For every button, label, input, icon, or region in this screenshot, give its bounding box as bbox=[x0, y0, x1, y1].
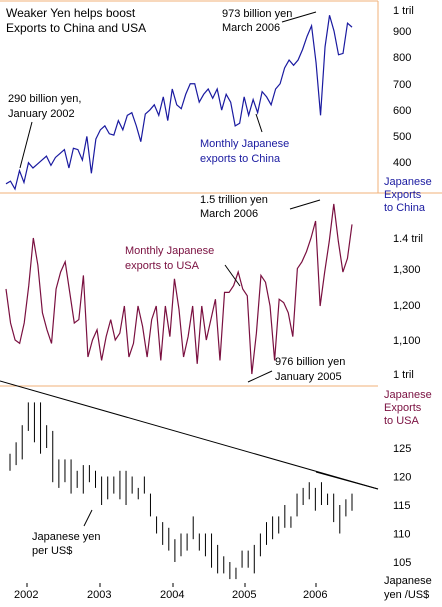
usa-y-tick: 1,300 bbox=[393, 264, 421, 276]
annotation-15-line1: 1.5 trillion yen bbox=[200, 194, 268, 206]
chart-title-line2: Exports to China and USA bbox=[6, 21, 146, 35]
annotation-usa-line2: exports to USA bbox=[125, 260, 200, 272]
annotation-usa-line1: Monthly Japanese bbox=[125, 245, 214, 257]
x-tick-label: 2006 bbox=[303, 589, 327, 601]
yen-y-tick: 120 bbox=[393, 472, 411, 484]
annotation-yen-line1: Japanese yen bbox=[32, 531, 101, 543]
china-y-tick: 900 bbox=[393, 26, 411, 38]
usa-y-tick: 1,100 bbox=[393, 335, 421, 347]
x-tick-label: 2005 bbox=[232, 589, 256, 601]
x-tick-label: 2003 bbox=[87, 589, 111, 601]
usa-y-ticks: 1.4 tril 1,300 1,200 1,100 1 tril bbox=[393, 233, 423, 381]
annotation-290-line1: 290 billion yen, bbox=[8, 93, 81, 105]
annotation-15-pointer bbox=[289, 199, 321, 210]
usa-series bbox=[5, 203, 353, 375]
yen-axis-label-2: yen /US$ bbox=[384, 589, 429, 601]
chart-title-line1: Weaker Yen helps boost bbox=[6, 6, 136, 20]
annotation-976-line2: January 2005 bbox=[275, 371, 342, 383]
annotation-976-pointer bbox=[247, 370, 273, 383]
china-axis-label-1: Japanese bbox=[384, 176, 432, 188]
yen-y-tick: 115 bbox=[393, 500, 411, 512]
china-series bbox=[5, 15, 353, 191]
china-y-tick: 800 bbox=[393, 52, 411, 64]
yen-y-tick: 110 bbox=[393, 529, 411, 541]
usa-exports-line bbox=[5, 203, 353, 375]
china-y-ticks: 1 tril 900 800 700 600 500 400 bbox=[393, 5, 414, 169]
yen-y-tick: 125 bbox=[393, 443, 411, 455]
annotation-china-pointer bbox=[255, 113, 263, 133]
china-exports-line bbox=[5, 15, 353, 191]
usa-y-tick: 1.4 tril bbox=[393, 233, 423, 245]
china-axis-label-2: Exports bbox=[384, 189, 422, 201]
x-tick-label: 2004 bbox=[160, 589, 184, 601]
annotation-973-line1: 973 billion yen bbox=[222, 8, 292, 20]
annotation-290-pointer bbox=[19, 121, 33, 169]
usa-y-tick: 1 tril bbox=[393, 369, 414, 381]
china-y-tick: 400 bbox=[393, 157, 411, 169]
yen-y-ticks: 125 120 115 110 105 bbox=[393, 443, 411, 569]
annotation-973-pointer bbox=[281, 11, 317, 23]
china-y-tick: 1 tril bbox=[393, 5, 414, 17]
china-y-tick: 600 bbox=[393, 105, 411, 117]
annotation-usa-pointer bbox=[224, 264, 241, 287]
yen-axis-label-1: Japanese bbox=[384, 575, 432, 587]
annotation-yen-line2: per US$ bbox=[32, 545, 72, 557]
usa-axis-label-3: to USA bbox=[384, 415, 420, 427]
usa-axis-label-2: Exports bbox=[384, 402, 422, 414]
annotation-15-line2: March 2006 bbox=[200, 208, 258, 220]
usa-y-tick: 1,200 bbox=[393, 300, 421, 312]
yen-y-tick: 105 bbox=[393, 557, 411, 569]
usa-axis-label-1: Japanese bbox=[384, 389, 432, 401]
panel-frame bbox=[0, 0, 442, 387]
china-y-tick: 700 bbox=[393, 79, 411, 91]
yen-trend-line-recent bbox=[315, 471, 379, 490]
annotation-china-line1: Monthly Japanese bbox=[200, 138, 289, 150]
x-axis-ticks: 2002 2003 2004 2005 2006 bbox=[14, 583, 327, 601]
annotation-china-line2: exports to China bbox=[200, 153, 281, 165]
annotation-973-line2: March 2006 bbox=[222, 22, 280, 34]
annotation-290-line2: January 2002 bbox=[8, 108, 75, 120]
annotation-976-line1: 976 billion yen bbox=[275, 356, 345, 368]
yen-series bbox=[9, 402, 353, 580]
yen-trend-line-main bbox=[0, 380, 379, 490]
annotation-yen-pointer bbox=[83, 509, 93, 527]
china-axis-label-3: to China bbox=[384, 202, 426, 214]
x-tick-label: 2002 bbox=[14, 589, 38, 601]
china-y-tick: 500 bbox=[393, 131, 411, 143]
